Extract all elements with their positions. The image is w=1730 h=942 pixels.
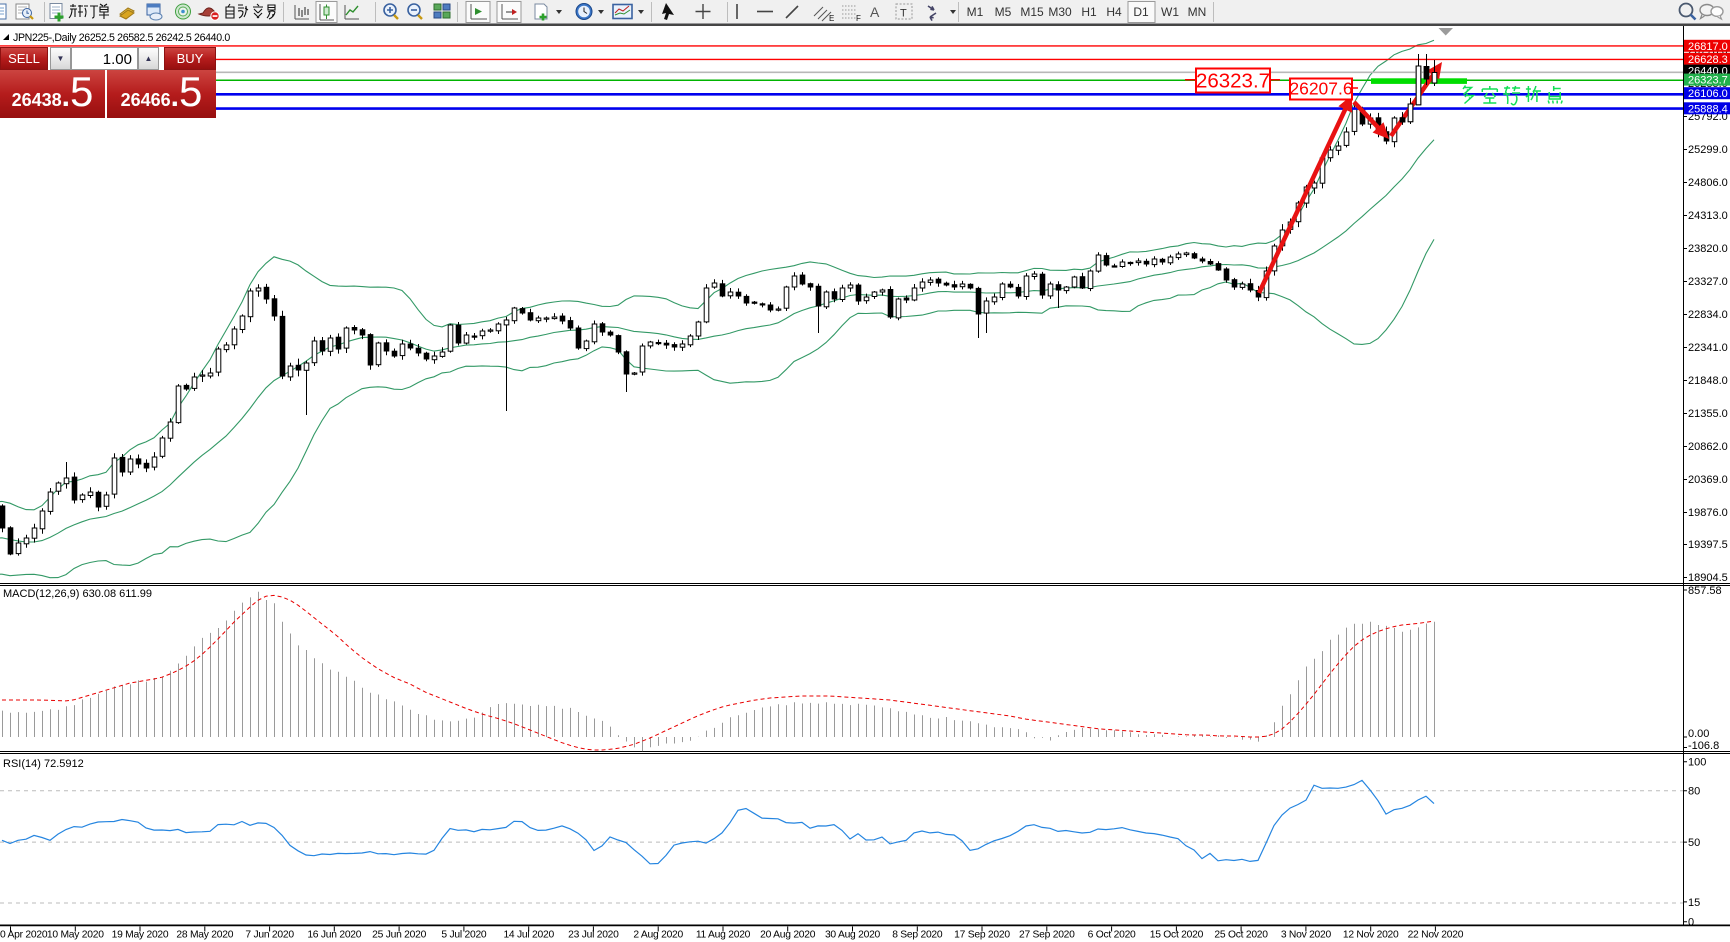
svg-text:23327.0: 23327.0 bbox=[1688, 276, 1728, 288]
svg-text:3 Nov 2020: 3 Nov 2020 bbox=[1281, 930, 1332, 941]
svg-text:12 Nov 2020: 12 Nov 2020 bbox=[1343, 930, 1399, 941]
svg-text:23 Jul 2020: 23 Jul 2020 bbox=[568, 930, 619, 941]
svg-text:2 Aug 2020: 2 Aug 2020 bbox=[633, 930, 683, 941]
svg-text:7 Jun 2020: 7 Jun 2020 bbox=[245, 930, 294, 941]
svg-text:19397.5: 19397.5 bbox=[1688, 539, 1728, 551]
svg-text:27 Sep 2020: 27 Sep 2020 bbox=[1019, 930, 1075, 941]
svg-text:0: 0 bbox=[1688, 917, 1694, 929]
svg-text:F: F bbox=[856, 14, 861, 23]
svg-text:26106.0: 26106.0 bbox=[1688, 88, 1728, 100]
svg-text:10 May 2020: 10 May 2020 bbox=[47, 930, 104, 941]
svg-text:MN: MN bbox=[1188, 5, 1207, 19]
svg-text:30 Aug 2020: 30 Aug 2020 bbox=[825, 930, 881, 941]
svg-text:15: 15 bbox=[1688, 897, 1700, 909]
svg-text:15 Oct 2020: 15 Oct 2020 bbox=[1150, 930, 1204, 941]
svg-text:26628.3: 26628.3 bbox=[1688, 54, 1728, 66]
svg-text:M30: M30 bbox=[1048, 5, 1072, 19]
svg-text:20 Aug 2020: 20 Aug 2020 bbox=[760, 930, 816, 941]
svg-text:28 May 2020: 28 May 2020 bbox=[176, 930, 233, 941]
svg-text:20369.0: 20369.0 bbox=[1688, 474, 1728, 486]
svg-text:21355.0: 21355.0 bbox=[1688, 408, 1728, 420]
svg-text:26817.0: 26817.0 bbox=[1688, 41, 1728, 53]
svg-text:MACD(12,26,9) 630.08 611.99: MACD(12,26,9) 630.08 611.99 bbox=[3, 588, 152, 600]
svg-text:26207.6: 26207.6 bbox=[1289, 79, 1352, 99]
svg-text:0 Apr 2020: 0 Apr 2020 bbox=[0, 930, 48, 941]
svg-text:100: 100 bbox=[1688, 757, 1706, 769]
svg-text:26323.7: 26323.7 bbox=[1196, 70, 1270, 93]
svg-text:5 Jul 2020: 5 Jul 2020 bbox=[441, 930, 487, 941]
svg-text:H1: H1 bbox=[1081, 5, 1097, 19]
svg-text:22834.0: 22834.0 bbox=[1688, 309, 1728, 321]
svg-text:E: E bbox=[829, 14, 834, 23]
svg-text:19 May 2020: 19 May 2020 bbox=[112, 930, 169, 941]
svg-text:22341.0: 22341.0 bbox=[1688, 342, 1728, 354]
svg-text:H4: H4 bbox=[1106, 5, 1122, 19]
svg-text:20862.0: 20862.0 bbox=[1688, 441, 1728, 453]
svg-text:JPN225-,Daily 26252.5 26582.5: JPN225-,Daily 26252.5 26582.5 26242.5 26… bbox=[13, 32, 230, 44]
svg-text:6 Oct 2020: 6 Oct 2020 bbox=[1088, 930, 1136, 941]
svg-text:22 Nov 2020: 22 Nov 2020 bbox=[1408, 930, 1464, 941]
svg-text:50: 50 bbox=[1688, 837, 1700, 849]
svg-text:25299.0: 25299.0 bbox=[1688, 144, 1728, 156]
svg-text:14 Jul 2020: 14 Jul 2020 bbox=[503, 930, 554, 941]
svg-text:-106.8: -106.8 bbox=[1688, 740, 1719, 752]
svg-text:18904.5: 18904.5 bbox=[1688, 572, 1728, 584]
svg-text:M15: M15 bbox=[1020, 5, 1044, 19]
svg-text:25 Jun 2020: 25 Jun 2020 bbox=[372, 930, 426, 941]
svg-text:W1: W1 bbox=[1161, 5, 1179, 19]
svg-text:25 Oct 2020: 25 Oct 2020 bbox=[1214, 930, 1268, 941]
svg-text:23820.0: 23820.0 bbox=[1688, 243, 1728, 255]
svg-text:80: 80 bbox=[1688, 786, 1700, 798]
svg-text:24806.0: 24806.0 bbox=[1688, 177, 1728, 189]
svg-text:21848.0: 21848.0 bbox=[1688, 375, 1728, 387]
svg-text:0.00: 0.00 bbox=[1688, 728, 1709, 740]
svg-text:24313.0: 24313.0 bbox=[1688, 210, 1728, 222]
svg-text:RSI(14) 72.5912: RSI(14) 72.5912 bbox=[3, 758, 84, 770]
svg-text:11 Aug 2020: 11 Aug 2020 bbox=[696, 930, 751, 941]
svg-text:19876.0: 19876.0 bbox=[1688, 507, 1728, 519]
svg-text:8 Sep 2020: 8 Sep 2020 bbox=[892, 930, 943, 941]
svg-text:A: A bbox=[870, 4, 880, 20]
svg-text:16 Jun 2020: 16 Jun 2020 bbox=[307, 930, 361, 941]
svg-text:M5: M5 bbox=[995, 5, 1012, 19]
svg-text:857.58: 857.58 bbox=[1688, 585, 1722, 597]
svg-text:D1: D1 bbox=[1133, 5, 1149, 19]
svg-text:17 Sep 2020: 17 Sep 2020 bbox=[954, 930, 1010, 941]
svg-text:M1: M1 bbox=[967, 5, 984, 19]
svg-text:26323.7: 26323.7 bbox=[1688, 75, 1728, 87]
svg-text:25888.4: 25888.4 bbox=[1688, 103, 1728, 115]
svg-text:T: T bbox=[900, 8, 907, 20]
